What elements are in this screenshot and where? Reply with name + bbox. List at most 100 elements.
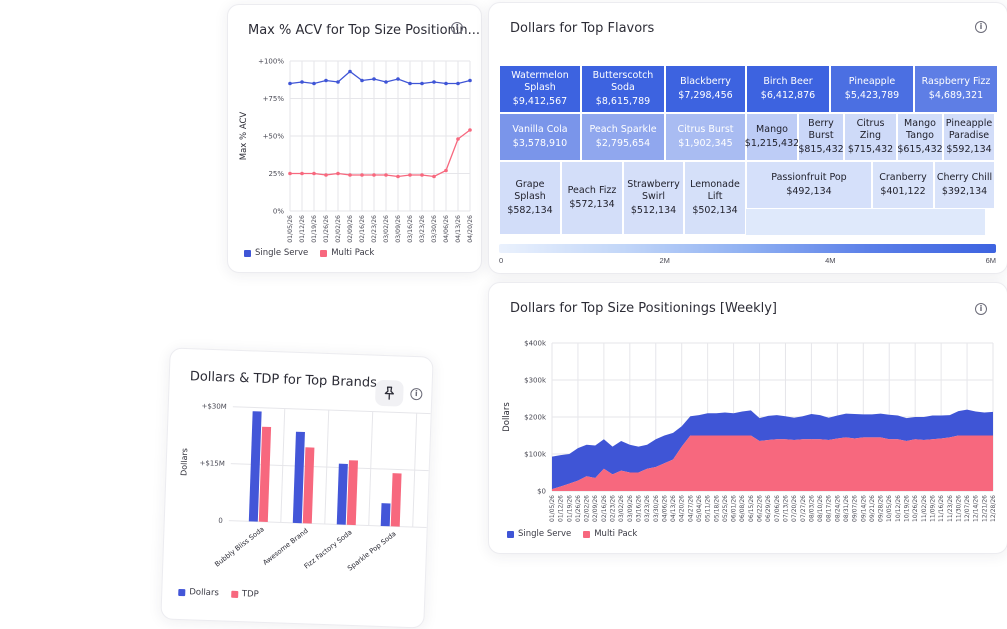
info-icon[interactable]: i (975, 303, 987, 315)
x-tick-label: 08/10/26 (817, 495, 824, 522)
data-point[interactable] (360, 173, 364, 177)
treemap-cell[interactable]: Citrus Zing $715,432 (844, 113, 897, 161)
treemap-cell[interactable]: Mango Tango $615,432 (897, 113, 943, 161)
treemap-cell[interactable]: Mango $1,215,432 (744, 113, 800, 161)
area-single-serve[interactable] (552, 409, 993, 490)
legend-item-multi-pack[interactable]: Multi Pack (320, 248, 374, 258)
data-point[interactable] (396, 77, 400, 81)
treemap-cell[interactable]: Blackberry $7,298,456 (665, 65, 746, 113)
pin-button[interactable] (374, 379, 404, 407)
data-point[interactable] (444, 81, 448, 86)
treemap-cell[interactable]: Cherry Chill $392,134 (934, 161, 995, 209)
data-point[interactable] (336, 80, 340, 84)
legend-item-multi-pack[interactable]: Multi Pack (583, 529, 637, 539)
grid-line-v (412, 413, 418, 528)
data-point[interactable] (456, 137, 460, 141)
legend-item-dollars[interactable]: Dollars (178, 587, 219, 598)
data-point[interactable] (312, 81, 316, 86)
x-tick-label: 06/08/26 (739, 495, 746, 522)
data-point[interactable] (300, 171, 304, 176)
info-icon[interactable]: i (975, 21, 987, 33)
bar[interactable] (302, 447, 315, 524)
data-point[interactable] (300, 80, 304, 84)
data-point[interactable] (468, 78, 472, 83)
treemap-cell[interactable]: Citrus Burst $1,902,345 (665, 113, 746, 161)
treemap-cell-label: Peach Sparkle (589, 124, 657, 135)
treemap-cell[interactable]: Cranberry $401,122 (872, 161, 934, 209)
x-tick-label: 02/02/26 (335, 215, 342, 243)
acv-chart-card: Max % ACV for Top Size Positionin... i 0… (227, 4, 482, 273)
treemap-cell-label: Pineapple Paradise (945, 118, 993, 141)
bar[interactable] (248, 411, 262, 522)
bar[interactable] (390, 473, 402, 527)
treemap-cell[interactable]: Vanilla Cola $3,578,910 (499, 113, 581, 161)
treemap-cell[interactable]: Pineapple Paradise $592,134 (943, 113, 995, 161)
data-point[interactable] (432, 174, 436, 179)
data-point[interactable] (324, 173, 328, 177)
data-point[interactable] (408, 173, 412, 177)
data-point[interactable] (420, 173, 424, 177)
data-point[interactable] (324, 78, 328, 83)
data-point[interactable] (348, 69, 352, 74)
legend-item-single-serve[interactable]: Single Serve (244, 248, 308, 258)
bar[interactable] (336, 463, 348, 525)
treemap-cell-label: Lemonade Lift (690, 179, 740, 202)
x-tick-label: 03/02/26 (383, 215, 390, 243)
info-icon[interactable]: i (451, 22, 463, 34)
treemap-cell[interactable]: Passionfruit Pop $492,134 (746, 161, 872, 209)
treemap-cell[interactable]: Birch Beer $6,412,876 (746, 65, 830, 113)
area-multi-pack[interactable] (552, 435, 993, 492)
data-point[interactable] (468, 128, 472, 132)
treemap-cell-label: Citrus Burst (677, 124, 734, 135)
treemap-cell[interactable]: Pineapple $5,423,789 (830, 65, 914, 113)
x-tick-label: 04/06/26 (661, 495, 668, 522)
treemap-cell-label: Passionfruit Pop (771, 172, 847, 183)
data-point[interactable] (456, 81, 460, 86)
treemap-cell[interactable]: Lemonade Lift $502,134 (684, 161, 746, 235)
bar[interactable] (380, 503, 391, 527)
x-tick-label: 05/25/26 (722, 495, 729, 522)
treemap-cell[interactable]: Strawberry Swirl $512,134 (623, 161, 684, 235)
info-icon[interactable]: i (410, 387, 423, 401)
data-point[interactable] (384, 80, 388, 84)
data-point[interactable] (360, 78, 364, 83)
bar[interactable] (258, 426, 272, 523)
treemap-cell-value: $815,432 (798, 144, 844, 155)
data-point[interactable] (312, 171, 316, 176)
treemap-cell-value: $1,215,432 (744, 138, 800, 149)
treemap-cell-value: $3,578,910 (512, 138, 568, 149)
data-point[interactable] (432, 80, 436, 84)
treemap-cell[interactable]: Peach Sparkle $2,795,654 (581, 113, 665, 161)
x-tick-label: 09/07/26 (852, 495, 859, 522)
data-point[interactable] (336, 171, 340, 176)
x-tick-label: 06/01/26 (731, 495, 738, 522)
x-tick-label: 12/28/26 (990, 495, 997, 522)
x-tick-label: 03/09/26 (627, 495, 634, 522)
data-point[interactable] (288, 171, 292, 176)
data-point[interactable] (408, 81, 412, 86)
legend-item-tdp[interactable]: TDP (230, 589, 259, 600)
treemap-cell[interactable]: Berry Burst $815,432 (798, 113, 844, 161)
treemap-cell-value: $592,134 (946, 144, 992, 155)
treemap-cell[interactable]: Grape Splash $582,134 (499, 161, 561, 235)
data-point[interactable] (372, 173, 376, 177)
treemap-cell[interactable]: Raspberry Fizz $4,689,321 (914, 65, 998, 113)
treemap-cell[interactable]: Peach Fizz $572,134 (561, 161, 623, 235)
x-tick-label: 06/29/26 (765, 495, 772, 522)
treemap-cell[interactable]: Butterscotch Soda $8,615,789 (581, 65, 665, 113)
data-point[interactable] (396, 174, 400, 179)
data-point[interactable] (384, 173, 388, 177)
treemap-cell-label: Cranberry (879, 172, 927, 183)
data-point[interactable] (288, 81, 292, 86)
bar[interactable] (346, 460, 358, 526)
bar[interactable] (292, 431, 305, 524)
x-tick-label: 11/16/26 (938, 495, 945, 522)
data-point[interactable] (372, 77, 376, 81)
data-point[interactable] (420, 81, 424, 86)
data-point[interactable] (348, 173, 352, 177)
legend-item-single-serve[interactable]: Single Serve (507, 529, 571, 539)
data-point[interactable] (444, 168, 448, 173)
treemap-cell[interactable]: Watermelon Splash $9,412,567 (499, 65, 581, 113)
x-tick-label: 04/13/26 (670, 495, 677, 522)
y-tick-label: +75% (263, 95, 285, 103)
